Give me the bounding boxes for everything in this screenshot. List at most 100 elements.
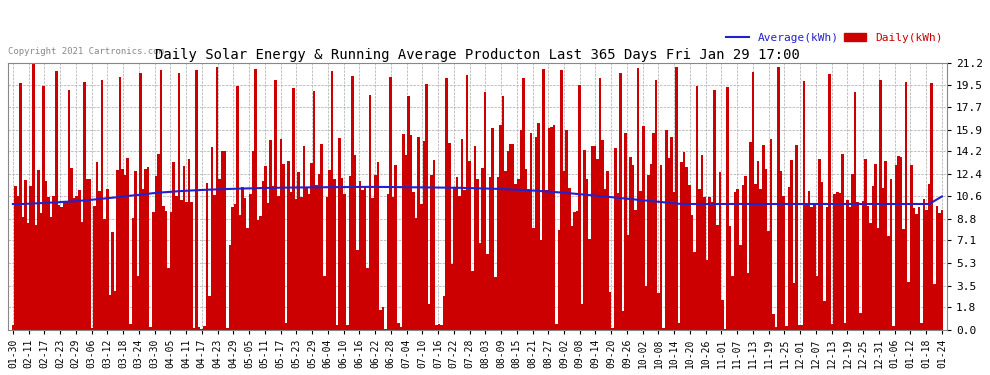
Bar bbox=[35, 225, 38, 330]
Bar bbox=[67, 90, 70, 330]
Bar bbox=[777, 67, 780, 330]
Bar bbox=[466, 75, 468, 330]
Bar bbox=[208, 296, 211, 330]
Bar bbox=[769, 139, 772, 330]
Bar bbox=[652, 134, 654, 330]
Bar bbox=[140, 73, 142, 330]
Bar bbox=[190, 202, 193, 330]
Bar bbox=[137, 276, 140, 330]
Bar bbox=[402, 134, 405, 330]
Bar bbox=[239, 215, 242, 330]
Bar bbox=[892, 326, 895, 330]
Bar bbox=[644, 286, 647, 330]
Bar bbox=[798, 325, 800, 330]
Bar bbox=[926, 210, 928, 330]
Bar bbox=[106, 189, 109, 330]
Bar bbox=[744, 176, 746, 330]
Bar bbox=[175, 196, 177, 330]
Bar bbox=[292, 88, 295, 330]
Bar bbox=[244, 198, 247, 330]
Bar bbox=[913, 208, 915, 330]
Bar bbox=[497, 177, 499, 330]
Bar bbox=[154, 176, 157, 330]
Bar bbox=[512, 144, 515, 330]
Bar bbox=[428, 304, 431, 330]
Bar bbox=[806, 204, 808, 330]
Bar bbox=[392, 197, 394, 330]
Bar bbox=[630, 157, 632, 330]
Bar bbox=[575, 211, 578, 330]
Bar bbox=[818, 159, 821, 330]
Bar bbox=[328, 170, 331, 330]
Bar bbox=[543, 69, 545, 330]
Bar bbox=[491, 128, 494, 330]
Bar bbox=[261, 181, 264, 330]
Bar bbox=[124, 176, 127, 330]
Bar bbox=[685, 167, 688, 330]
Bar bbox=[116, 170, 119, 330]
Bar bbox=[696, 86, 698, 330]
Bar bbox=[101, 80, 104, 330]
Bar bbox=[242, 187, 244, 330]
Bar bbox=[19, 83, 22, 330]
Bar bbox=[272, 186, 274, 330]
Bar bbox=[256, 220, 259, 330]
Bar bbox=[45, 180, 48, 330]
Bar bbox=[711, 202, 714, 330]
Bar bbox=[38, 170, 40, 330]
Bar bbox=[530, 133, 533, 330]
Bar bbox=[660, 165, 662, 330]
Bar bbox=[517, 180, 520, 330]
Bar bbox=[397, 323, 400, 330]
Bar bbox=[274, 80, 277, 330]
Bar bbox=[654, 81, 657, 330]
Bar bbox=[714, 90, 716, 330]
Bar bbox=[198, 327, 200, 330]
Legend: Average(kWh), Daily(kWh): Average(kWh), Daily(kWh) bbox=[722, 28, 947, 48]
Bar bbox=[313, 91, 316, 330]
Bar bbox=[221, 151, 224, 330]
Bar bbox=[486, 254, 489, 330]
Bar bbox=[848, 207, 851, 330]
Bar bbox=[269, 140, 272, 330]
Bar bbox=[52, 196, 55, 330]
Bar bbox=[853, 93, 856, 330]
Bar bbox=[149, 327, 152, 330]
Bar bbox=[586, 179, 588, 330]
Bar bbox=[211, 147, 213, 330]
Bar bbox=[450, 264, 453, 330]
Bar bbox=[665, 130, 667, 330]
Bar bbox=[701, 154, 703, 330]
Bar bbox=[420, 204, 423, 330]
Bar bbox=[915, 214, 918, 330]
Bar bbox=[851, 174, 853, 330]
Bar bbox=[259, 216, 261, 330]
Bar bbox=[939, 213, 940, 330]
Bar bbox=[88, 179, 91, 330]
Bar bbox=[177, 74, 180, 330]
Bar bbox=[836, 192, 839, 330]
Bar bbox=[410, 135, 412, 330]
Bar bbox=[247, 228, 248, 330]
Bar bbox=[816, 276, 818, 330]
Bar bbox=[842, 154, 843, 330]
Bar bbox=[356, 250, 358, 330]
Bar bbox=[614, 148, 617, 330]
Bar bbox=[157, 154, 159, 330]
Bar bbox=[688, 185, 690, 330]
Bar bbox=[895, 165, 897, 330]
Bar bbox=[224, 150, 226, 330]
Bar bbox=[458, 196, 460, 330]
Bar bbox=[180, 201, 182, 330]
Bar bbox=[522, 78, 525, 330]
Bar bbox=[573, 212, 575, 330]
Bar bbox=[216, 67, 219, 330]
Bar bbox=[387, 194, 389, 330]
Bar bbox=[407, 96, 410, 330]
Bar bbox=[361, 190, 363, 330]
Bar bbox=[226, 328, 229, 330]
Bar bbox=[366, 268, 369, 330]
Bar bbox=[433, 160, 436, 330]
Bar bbox=[811, 207, 813, 330]
Bar bbox=[114, 291, 116, 330]
